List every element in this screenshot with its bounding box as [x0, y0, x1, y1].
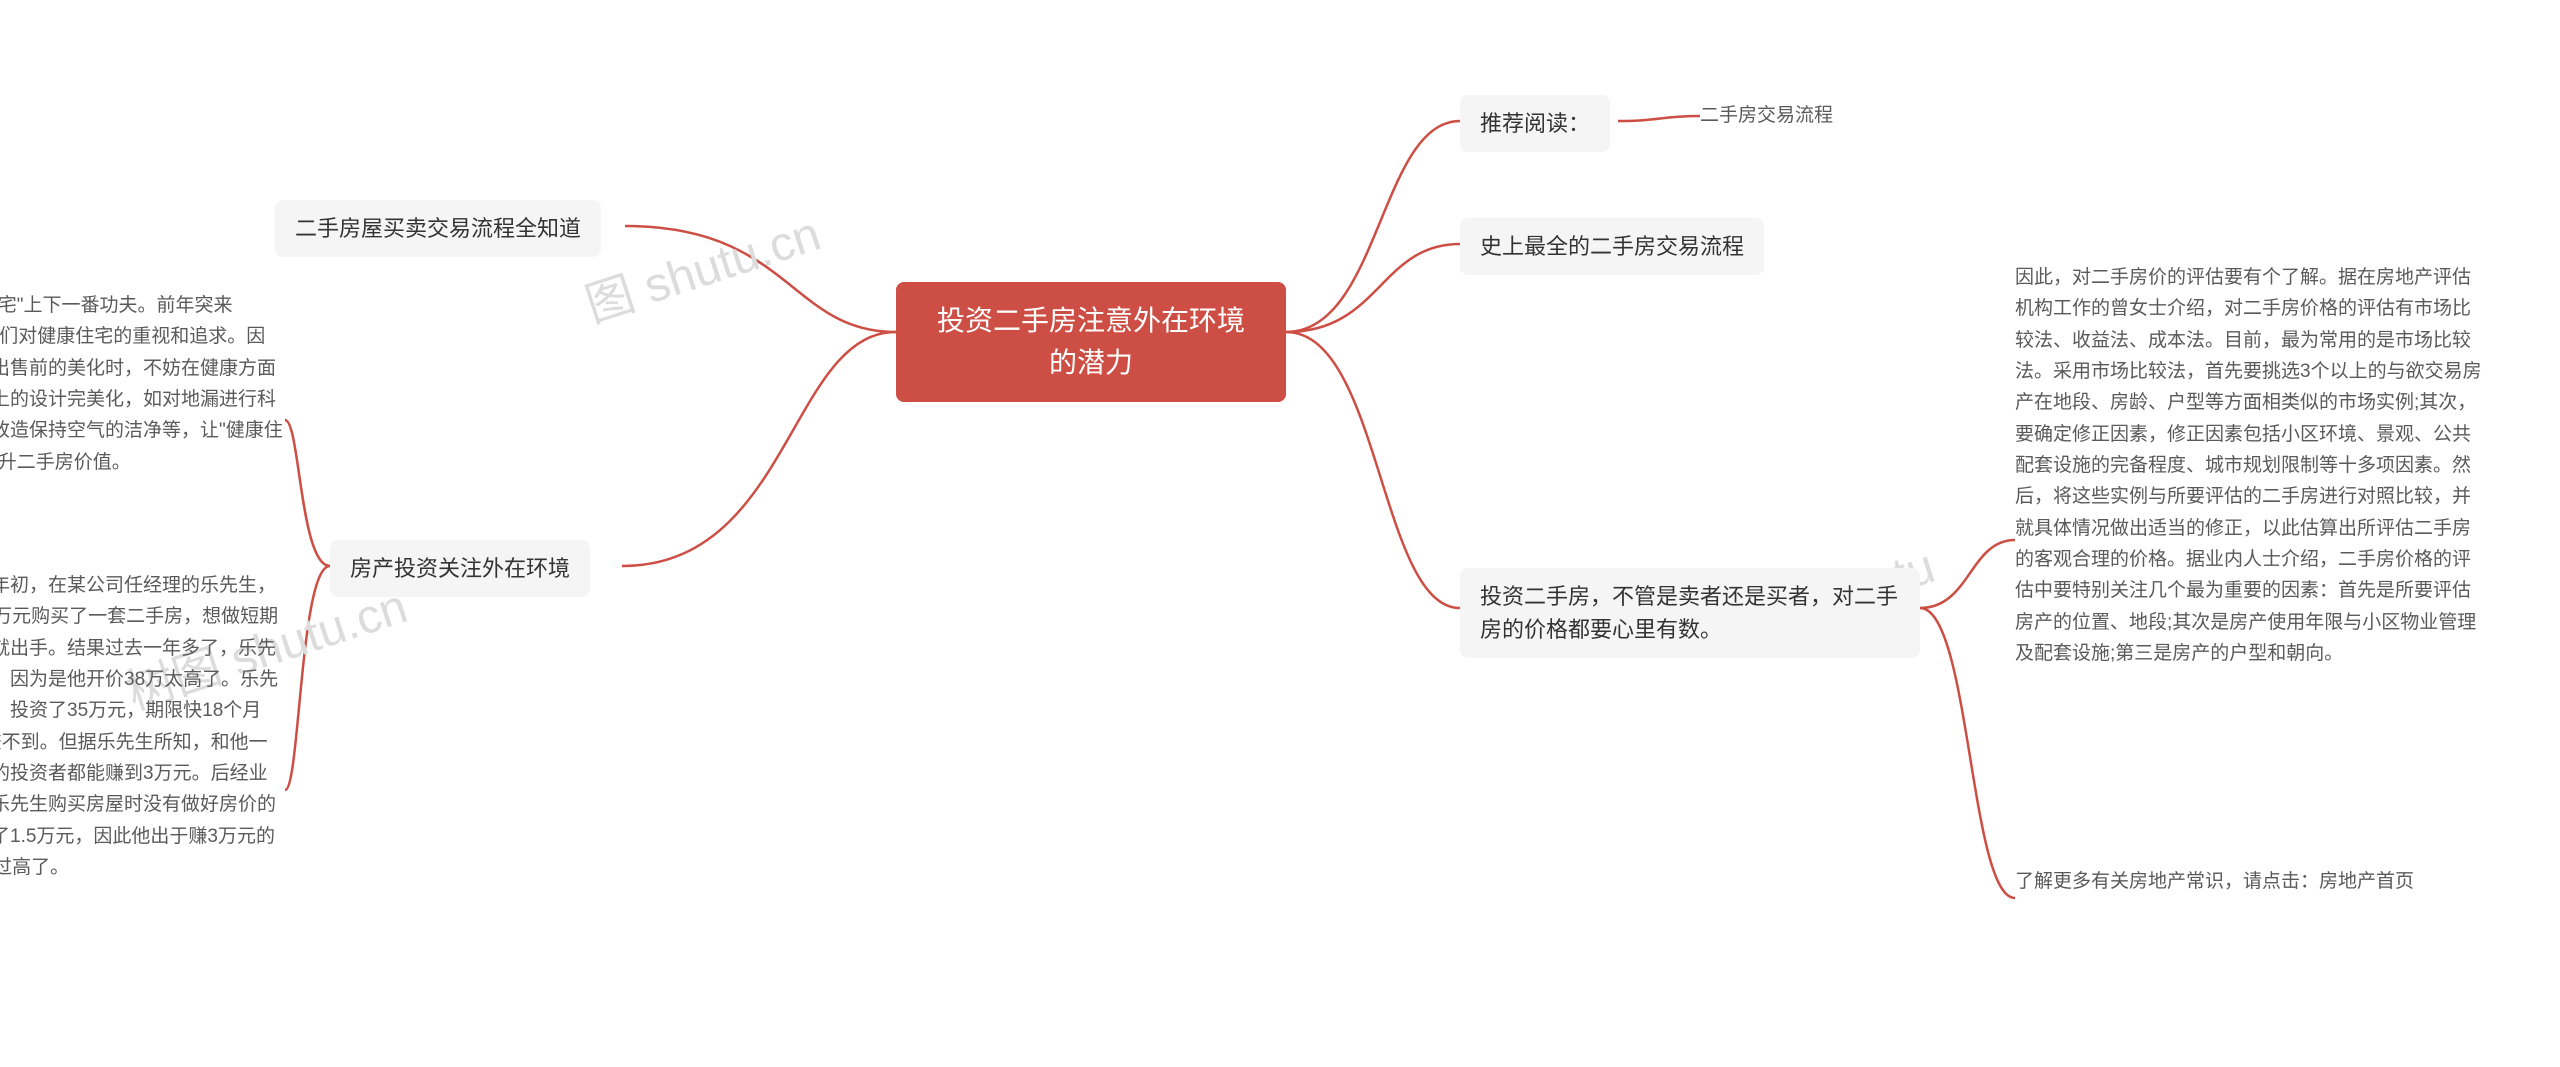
leaf-right-1a: 二手房交易流程 [1700, 100, 1900, 131]
branch-right-3[interactable]: 投资二手房，不管是卖者还是买者，对二手房的价格都要心里有数。 [1460, 568, 1920, 658]
leaf-left-2a: 此外，不妨在"健康住宅"上下一番功夫。前年突来的"SARS"，唤起了人们对健康住… [0, 290, 285, 478]
leaf-right-3a: 因此，对二手房价的评估要有个了解。据在房地产评估机构工作的曾女士介绍，对二手房价… [2015, 262, 2485, 669]
watermark: 图 shutu.cn [575, 194, 828, 336]
leaf-right-3b: 了解更多有关房地产常识，请点击：房地产首页 [2015, 866, 2485, 897]
branch-left-1[interactable]: 二手房屋买卖交易流程全知道 [275, 200, 601, 257]
central-node[interactable]: 投资二手房注意外在环境的潜力 [896, 282, 1286, 402]
branch-left-2[interactable]: 房产投资关注外在环境 [330, 540, 590, 597]
branch-right-2[interactable]: 史上最全的二手房交易流程 [1460, 218, 1764, 275]
branch-right-1[interactable]: 推荐阅读： [1460, 95, 1610, 152]
leaf-left-2b: 自己评估不会被宰去年初，在某公司任经理的乐先生，割掉股票，凑足了35万元购买了一… [0, 570, 285, 883]
